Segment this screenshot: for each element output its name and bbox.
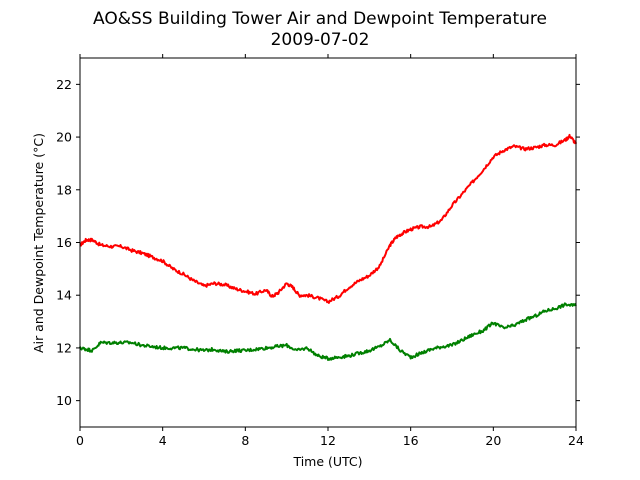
x-tick-label: 24 — [568, 433, 584, 448]
chart-title: AO&SS Building Tower Air and Dewpoint Te… — [93, 9, 547, 29]
y-tick-label: 22 — [56, 77, 72, 92]
x-axis: 0 4 8 12 16 20 24 — [76, 54, 584, 448]
series-layer — [79, 133, 577, 361]
axes-frame — [79, 57, 577, 428]
y-axis-label: Air and Dewpoint Temperature (°C) — [31, 133, 46, 353]
plot-frame — [79, 57, 577, 428]
x-tick-label: 12 — [320, 433, 336, 448]
y-axis: 10 12 14 16 18 20 22 — [56, 77, 580, 408]
y-tick-label: 20 — [56, 130, 72, 145]
y-tick-label: 10 — [56, 393, 72, 408]
series-line — [79, 302, 577, 361]
y-tick-label: 14 — [56, 288, 72, 303]
x-axis-label: Time (UTC) — [292, 454, 362, 469]
x-tick-label: 4 — [159, 433, 167, 448]
y-tick-label: 16 — [56, 235, 72, 250]
x-tick-label: 20 — [485, 433, 501, 448]
y-tick-label: 18 — [56, 182, 72, 197]
x-tick-label: 8 — [241, 433, 249, 448]
x-tick-label: 0 — [76, 433, 84, 448]
x-tick-label: 16 — [403, 433, 419, 448]
series-line — [79, 133, 577, 304]
y-tick-label: 12 — [56, 340, 72, 355]
chart-subtitle: 2009-07-02 — [271, 30, 370, 50]
